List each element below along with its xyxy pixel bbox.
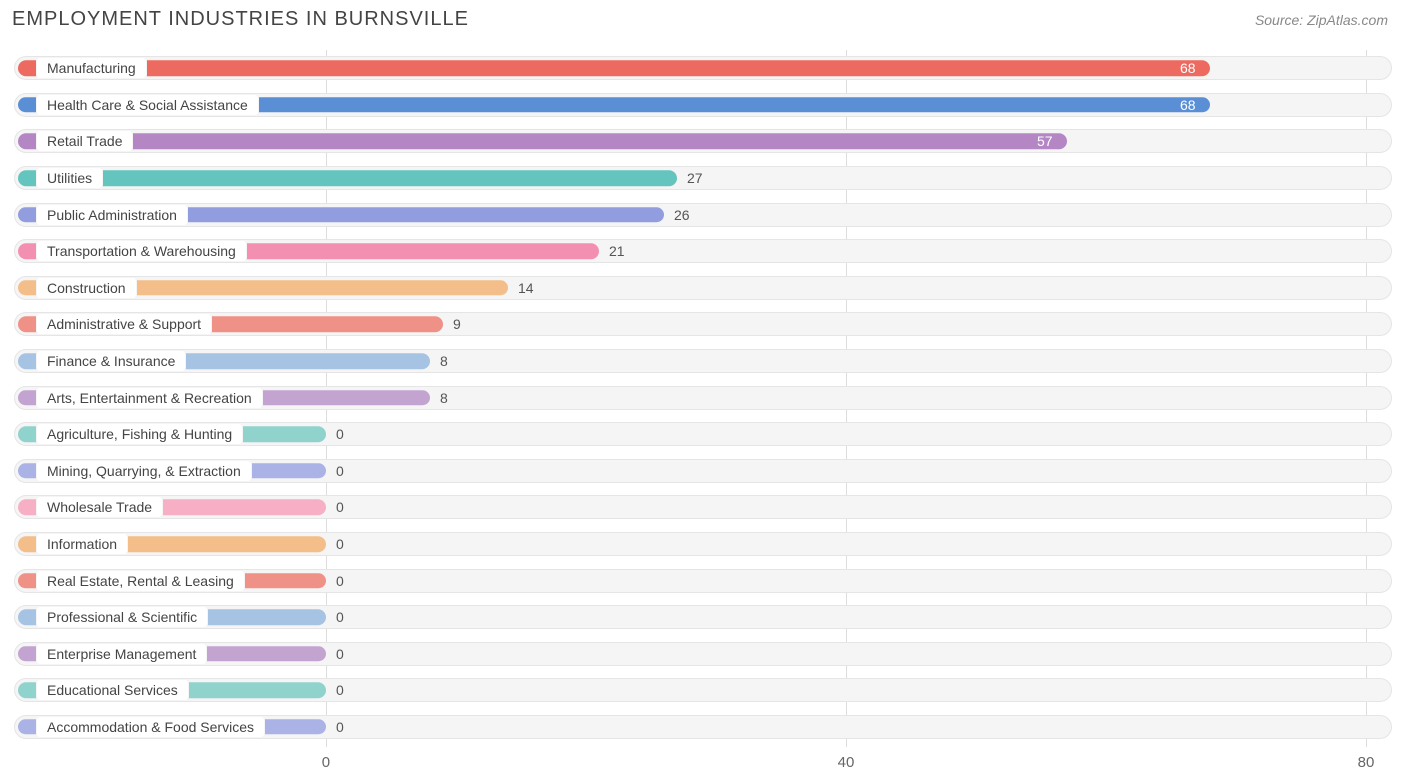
bar-label: Mining, Quarrying, & Extraction [36,460,252,482]
bar-label: Professional & Scientific [36,606,208,628]
chart-title: EMPLOYMENT INDUSTRIES IN BURNSVILLE [12,8,469,31]
bar-label: Arts, Entertainment & Recreation [36,387,263,409]
bar-label: Information [36,533,128,555]
x-tick-label: 80 [1358,754,1375,771]
bar [18,134,1067,150]
bar-label: Transportation & Warehousing [36,240,247,262]
bar-value: 0 [336,426,344,442]
bar-row: Finance & Insurance 8 [14,343,1392,380]
bar-label: Utilities [36,167,103,189]
bar [18,170,677,186]
bar-row: Health Care & Social Assistance 68 [14,87,1392,124]
bar-value: 0 [336,646,344,662]
bar-row: Administrative & Support 9 [14,306,1392,343]
bar [18,61,1210,77]
bar-row: Accommodation & Food Services 0 [14,709,1392,746]
bar-label: Educational Services [36,679,189,701]
bar-row: Agriculture, Fishing & Hunting 0 [14,416,1392,453]
bar-label: Finance & Insurance [36,350,186,372]
bar-value: 0 [336,499,344,515]
chart-container: EMPLOYMENT INDUSTRIES IN BURNSVILLE Sour… [0,0,1406,777]
chart-source: Source: ZipAtlas.com [1255,12,1388,28]
x-tick-label: 40 [838,754,855,771]
plot-area: Manufacturing68Health Care & Social Assi… [14,50,1392,747]
bar-label: Manufacturing [36,57,147,79]
bar-row: Educational Services 0 [14,672,1392,709]
bar-row: Utilities 27 [14,160,1392,197]
bar-row: Transportation & Warehousing 21 [14,233,1392,270]
bar-value: 57 [1037,133,1053,149]
bar-value: 0 [336,536,344,552]
bar-row: Real Estate, Rental & Leasing 0 [14,562,1392,599]
bar-row: Manufacturing 68 [14,50,1392,87]
bar-value: 0 [336,609,344,625]
bar-row: Arts, Entertainment & Recreation 8 [14,379,1392,416]
bar-label: Administrative & Support [36,313,212,335]
bar-row: Enterprise Management 0 [14,636,1392,673]
bar-value: 0 [336,573,344,589]
bar-label: Construction [36,277,137,299]
bar-label: Enterprise Management [36,643,207,665]
bar-value: 27 [687,170,703,186]
bar-value: 9 [453,316,461,332]
bar-value: 14 [518,280,534,296]
bar-row: Retail Trade 57 [14,123,1392,160]
bar-row: Professional & Scientific 0 [14,599,1392,636]
bar-label: Accommodation & Food Services [36,716,265,738]
bar-row: Public Administration 26 [14,196,1392,233]
x-tick-label: 0 [322,754,330,771]
bar-value: 0 [336,463,344,479]
bar-label: Retail Trade [36,130,133,152]
bar-label: Agriculture, Fishing & Hunting [36,423,243,445]
bar-value: 21 [609,243,625,259]
bar-label: Real Estate, Rental & Leasing [36,570,245,592]
bar-label: Wholesale Trade [36,496,163,518]
bar-value: 26 [674,207,690,223]
bar-row: Wholesale Trade 0 [14,489,1392,526]
bar-row: Information 0 [14,526,1392,563]
bar-row: Construction 14 [14,270,1392,307]
bar-value: 68 [1180,97,1196,113]
bar-value: 8 [440,353,448,369]
bar-value: 68 [1180,60,1196,76]
bar-label: Health Care & Social Assistance [36,94,259,116]
bar-value: 8 [440,390,448,406]
bar-value: 0 [336,682,344,698]
bar-value: 0 [336,719,344,735]
bar-row: Mining, Quarrying, & Extraction 0 [14,453,1392,490]
bar-label: Public Administration [36,204,188,226]
